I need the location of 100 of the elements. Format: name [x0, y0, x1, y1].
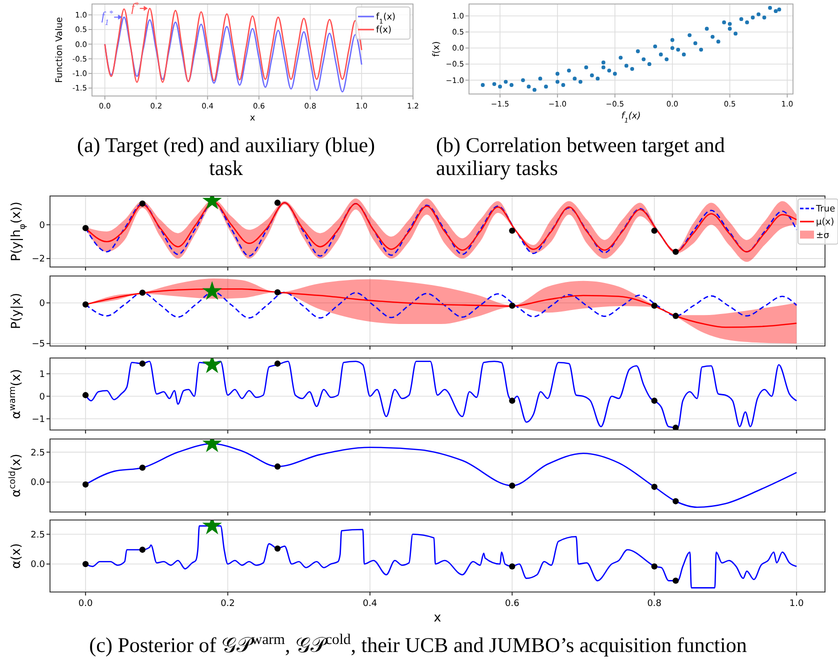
x-tick-label: 0.2 — [220, 599, 235, 609]
y-tick-label: −5 — [32, 340, 45, 350]
point — [274, 360, 281, 367]
point — [651, 228, 658, 234]
point — [274, 545, 281, 552]
point — [672, 424, 679, 430]
x-tick-label: 0.6 — [504, 599, 520, 609]
point — [509, 482, 516, 489]
point — [728, 26, 732, 31]
point — [139, 546, 146, 553]
point — [739, 17, 744, 22]
y-axis-title: f(x) — [432, 41, 442, 57]
point — [480, 83, 485, 87]
point — [670, 38, 674, 42]
point — [139, 200, 146, 207]
point — [561, 83, 566, 87]
point — [590, 73, 594, 78]
point — [672, 578, 679, 584]
point — [647, 62, 652, 66]
legend-label: f$_{1}$(x) — [376, 12, 396, 26]
y-tick-label: 0.0 — [30, 560, 46, 570]
point — [774, 9, 778, 14]
point — [82, 560, 89, 568]
annotation: ±σ — [816, 230, 830, 241]
point — [82, 392, 89, 398]
point — [82, 301, 89, 308]
point — [651, 484, 658, 490]
point — [521, 78, 525, 82]
point — [651, 563, 658, 570]
point — [756, 12, 760, 16]
x-axis-title: x — [434, 610, 442, 624]
point — [672, 248, 679, 255]
point — [642, 57, 646, 62]
point — [274, 289, 281, 296]
point — [504, 80, 508, 84]
point — [509, 302, 516, 309]
point — [636, 49, 640, 54]
point — [768, 6, 772, 10]
y-tick-label: 2.5 — [30, 448, 45, 458]
point — [510, 83, 514, 87]
point — [139, 464, 146, 471]
point — [601, 60, 606, 64]
point — [498, 84, 502, 89]
y-tick-label: −2 — [32, 254, 45, 265]
point — [544, 84, 548, 89]
point — [584, 65, 588, 70]
x-axis-title: f$_{1}$(x) — [621, 112, 641, 124]
point — [653, 44, 658, 48]
point — [612, 72, 617, 76]
y-tick-label: 0 — [39, 299, 46, 310]
x-axis-title: x — [250, 114, 256, 124]
y-tick-label: 2.5 — [30, 530, 45, 540]
annotation: f$^{*}$ — [131, 0, 140, 14]
text: (a) Target (red) and auxiliary (blue) task — [76, 133, 376, 180]
point — [670, 46, 674, 50]
point — [139, 360, 146, 367]
point — [704, 26, 709, 31]
point — [672, 498, 679, 504]
point — [556, 80, 560, 84]
point — [624, 64, 628, 68]
point — [509, 228, 516, 234]
y-axis-title: Function Value — [55, 16, 65, 83]
point — [82, 225, 89, 232]
x-tick-label: 0.8 — [647, 599, 662, 609]
point — [688, 33, 692, 38]
point — [651, 302, 658, 309]
point — [578, 80, 582, 84]
point — [658, 52, 663, 56]
point — [682, 52, 686, 56]
point — [722, 20, 726, 24]
point — [651, 398, 658, 404]
point — [596, 76, 600, 81]
x-tick-label: 0.4 — [362, 599, 378, 609]
point — [492, 82, 496, 86]
point — [601, 65, 606, 70]
text: (b) Correlation between target and auxiliary tasks — [436, 133, 726, 180]
point — [762, 16, 766, 20]
legend-label: f(x) — [376, 26, 392, 36]
point — [556, 72, 560, 76]
y-tick-label: −1 — [32, 414, 45, 425]
point — [82, 481, 89, 488]
point — [734, 32, 738, 36]
point — [509, 563, 516, 570]
point — [567, 68, 571, 72]
y-tick-label: 1 — [39, 370, 45, 380]
point — [139, 290, 146, 296]
point — [710, 34, 715, 39]
point — [572, 76, 577, 81]
point — [777, 8, 782, 12]
y-axis-title: P(y|x) — [8, 292, 23, 330]
point — [274, 463, 281, 470]
point — [672, 312, 679, 319]
point — [716, 40, 720, 44]
point — [750, 16, 755, 20]
y-axis-title: α(x) — [8, 543, 23, 569]
line-series — [104, 16, 362, 93]
point — [607, 68, 612, 72]
point — [693, 41, 698, 46]
point — [526, 84, 531, 89]
point — [676, 48, 680, 52]
